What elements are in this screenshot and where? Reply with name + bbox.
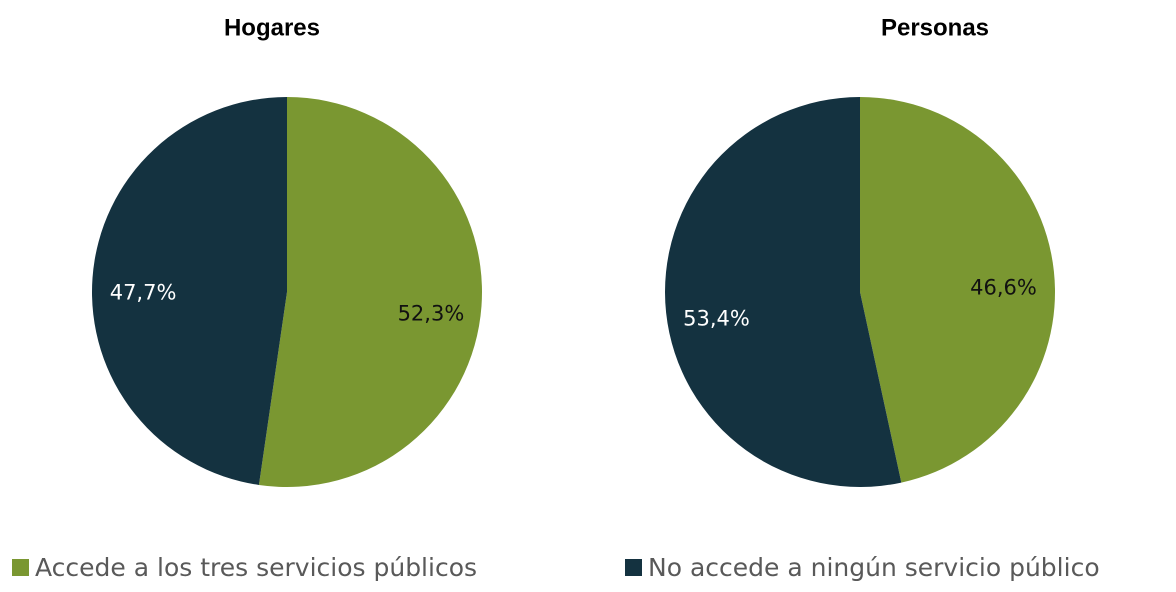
value-label: 47,7% bbox=[110, 281, 177, 305]
chart-title: Personas bbox=[881, 14, 989, 41]
value-label: 53,4% bbox=[683, 306, 750, 330]
pie-slice bbox=[860, 97, 1055, 483]
pie-slice bbox=[258, 97, 482, 487]
legend-swatch bbox=[625, 559, 642, 576]
value-label: 52,3% bbox=[398, 301, 465, 325]
pie-slice bbox=[91, 97, 287, 485]
value-label: 46,6% bbox=[970, 276, 1037, 300]
legend-swatch bbox=[12, 559, 29, 576]
pie-slice bbox=[665, 97, 902, 487]
legend-label: No accede a ningún servicio público bbox=[648, 553, 1100, 582]
legend-label: Accede a los tres servicios públicos bbox=[35, 553, 477, 582]
chart-title: Hogares bbox=[224, 14, 320, 41]
